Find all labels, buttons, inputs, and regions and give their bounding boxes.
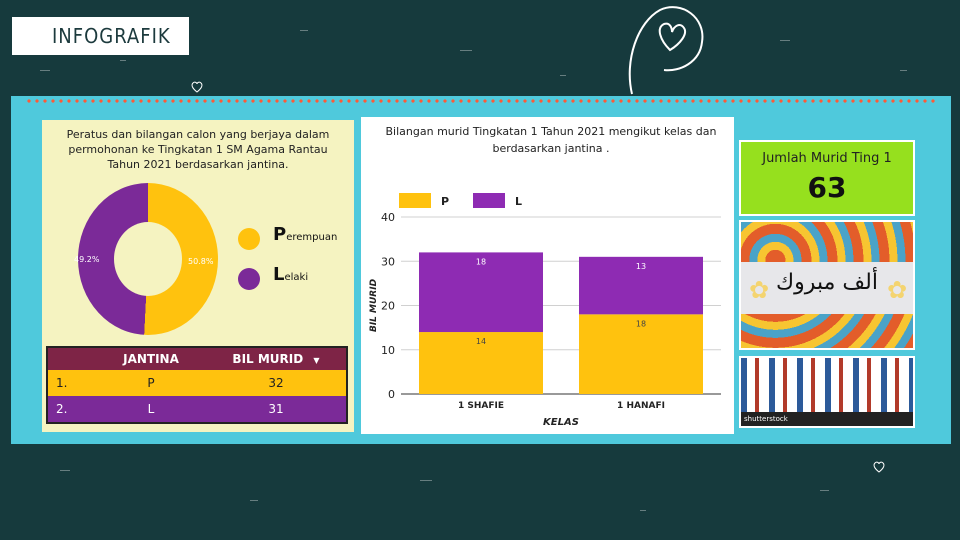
- stock-watermark: shutterstock: [741, 412, 913, 426]
- bar-segment: [579, 314, 703, 394]
- y-tick-label: 30: [381, 255, 395, 268]
- bar-segment: [579, 256, 703, 315]
- row-index: 2.: [56, 402, 68, 416]
- flower-icon: ✿: [887, 276, 908, 304]
- table-header-row: JANTINA BIL MURID ▼: [48, 348, 346, 370]
- congratulations-banner: [741, 262, 913, 314]
- bar-chart-card: Bilangan murid Tingkatan 1 Tahun 2021 me…: [361, 117, 734, 434]
- legend-swatch-lelaki: [238, 268, 260, 290]
- donut-chart: [78, 183, 218, 335]
- y-tick-label: 0: [388, 388, 395, 401]
- islamic-pattern-image: shutterstock: [739, 356, 915, 428]
- donut-card: Peratus dan bilangan calon yang berjaya …: [42, 120, 354, 432]
- table-row: 2. L 31: [48, 396, 346, 422]
- legend-label-perempuan: Perempuan: [273, 224, 338, 245]
- dotted-border: [25, 99, 937, 103]
- donut-label-perempuan: 50.8%: [188, 257, 214, 266]
- data-label: 18: [476, 257, 486, 266]
- total-students-label: Jumlah Murid Ting 1: [762, 151, 892, 166]
- y-axis-label: BIL MURID: [369, 278, 379, 332]
- infographic-panel: Peratus dan bilangan calon yang berjaya …: [11, 96, 951, 444]
- flower-icon: ✿: [749, 276, 770, 304]
- x-tick-label: 1 SHAFIE: [458, 401, 504, 411]
- donut-hole: [114, 222, 182, 296]
- table-row: 1. P 32: [48, 370, 346, 396]
- bar-segment: [419, 332, 543, 394]
- row-jantina: P: [147, 376, 155, 390]
- bar-segment: [419, 252, 543, 333]
- caret-down-icon[interactable]: ▼: [313, 356, 320, 365]
- row-bil-murid: 32: [268, 376, 284, 390]
- donut-label-lelaki: 49.2%: [74, 255, 100, 264]
- data-label: 18: [636, 319, 646, 328]
- data-label: 13: [636, 262, 646, 271]
- column-header-jantina[interactable]: JANTINA: [123, 352, 179, 366]
- legend-label-lelaki: Lelaki: [273, 264, 309, 285]
- stacked-bar-chart: 0 10 20 30 40 14 18 1 SHAFIE 18 13 1 HANAFI KELAS BI…: [369, 193, 721, 428]
- small-heart-icon: [191, 81, 203, 93]
- legend-label: P: [441, 195, 449, 208]
- chart-title: Bilangan murid Tingkatan 1 Tahun 2021 me…: [385, 125, 717, 155]
- gender-table: JANTINA BIL MURID ▼ 1. P 32 2. L 31: [46, 346, 348, 424]
- column-header-bil-murid[interactable]: BIL MURID ▼: [232, 352, 320, 366]
- x-tick-label: 1 HANAFI: [617, 401, 665, 411]
- small-heart-icon: [873, 461, 885, 473]
- congratulations-image: ✿ ✿ ألف مبروك: [739, 220, 915, 350]
- x-axis-label: KELAS: [543, 417, 579, 428]
- row-index: 1.: [56, 376, 68, 390]
- legend-label: L: [515, 195, 522, 208]
- legend-swatch: [473, 193, 505, 208]
- total-students-box: Jumlah Murid Ting 1 63: [739, 140, 915, 216]
- legend-swatch-perempuan: [238, 228, 260, 250]
- data-label: 14: [476, 337, 486, 346]
- donut-card-title: Peratus dan bilangan calon yang berjaya …: [66, 128, 330, 171]
- congratulations-text: ألف مبروك: [776, 270, 878, 295]
- y-tick-label: 10: [381, 344, 395, 357]
- y-tick-label: 20: [381, 300, 395, 313]
- y-tick-label: 40: [381, 211, 395, 224]
- total-students-value: 63: [807, 171, 847, 204]
- row-jantina: L: [147, 402, 155, 416]
- legend-swatch: [399, 193, 431, 208]
- page-title: INFOGRAFIK: [12, 17, 189, 55]
- heart-balloon-doodle: [628, 6, 704, 95]
- row-bil-murid: 31: [268, 402, 284, 416]
